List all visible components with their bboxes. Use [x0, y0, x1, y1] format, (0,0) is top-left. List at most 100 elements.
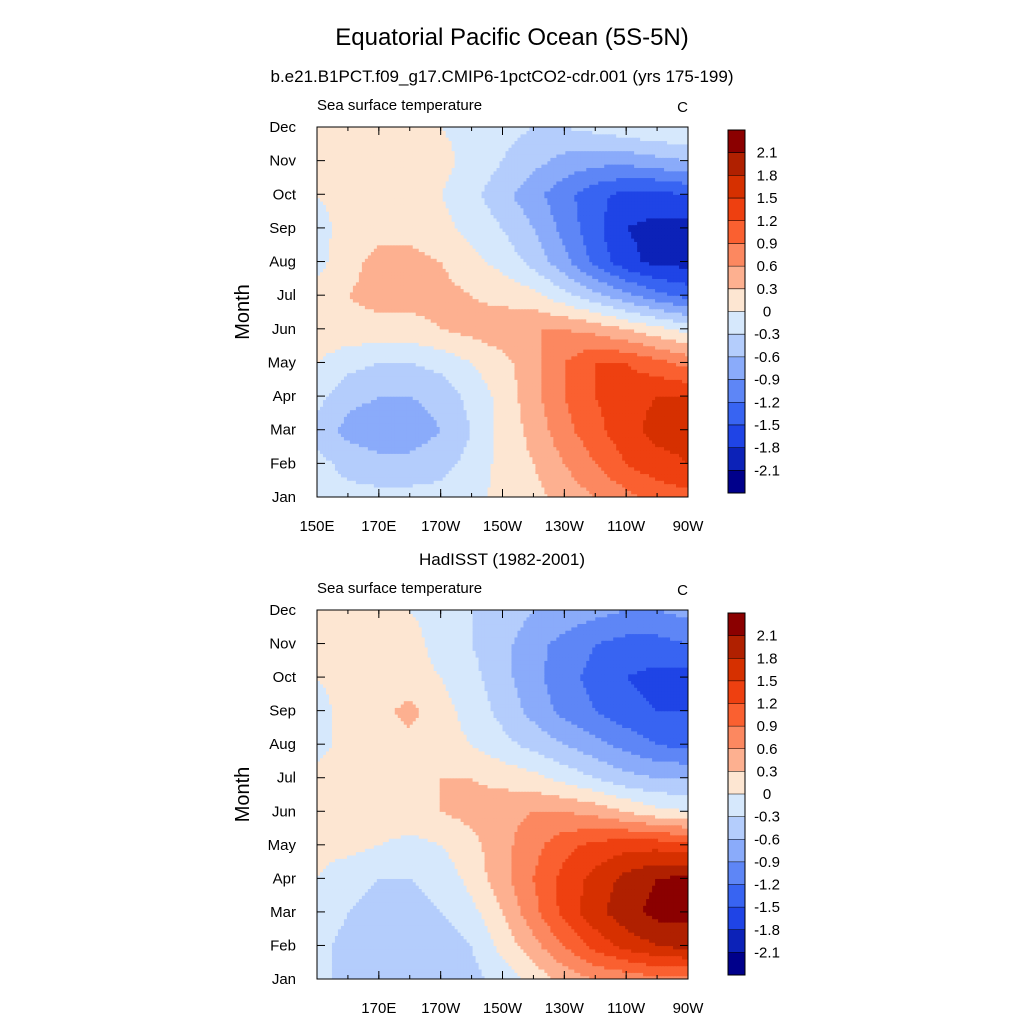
data-cell	[424, 409, 429, 414]
data-cell	[511, 463, 516, 468]
data-cell	[610, 375, 614, 380]
data-cell	[445, 480, 450, 485]
data-cell	[625, 369, 629, 374]
data-cell	[604, 466, 608, 471]
data-cell	[574, 436, 578, 441]
data-cell	[643, 416, 647, 421]
data-cell	[616, 392, 620, 397]
data-cell	[661, 463, 665, 468]
data-cell	[337, 396, 342, 401]
data-cell	[352, 375, 357, 380]
data-cell	[547, 433, 551, 438]
data-cell	[667, 375, 671, 380]
data-cell	[592, 409, 596, 414]
data-cell	[538, 466, 542, 471]
data-cell	[388, 443, 393, 448]
data-cell	[415, 412, 420, 417]
data-cell	[529, 416, 534, 421]
data-cell	[565, 456, 569, 461]
data-cell	[469, 369, 474, 374]
data-cell	[406, 402, 411, 407]
data-cell	[445, 406, 450, 411]
data-cell	[400, 439, 405, 444]
data-cell	[367, 476, 372, 481]
data-cell	[649, 392, 653, 397]
data-cell	[508, 396, 513, 401]
data-cell	[466, 379, 471, 384]
data-cell	[550, 372, 554, 377]
data-cell	[667, 416, 671, 421]
data-cell	[317, 362, 321, 367]
data-cell	[637, 473, 641, 478]
data-cell	[340, 486, 345, 491]
data-cell	[616, 470, 620, 475]
data-cell	[352, 386, 357, 390]
data-cell	[460, 449, 465, 454]
data-cell	[364, 409, 369, 414]
data-cell	[382, 399, 387, 404]
data-cell	[532, 490, 537, 495]
data-cell	[670, 412, 674, 417]
data-cell	[352, 359, 357, 364]
data-cell	[382, 490, 387, 495]
data-cell	[442, 426, 447, 431]
data-cell	[487, 412, 492, 417]
data-cell	[376, 379, 381, 384]
data-cell	[514, 473, 519, 478]
data-cell	[622, 486, 626, 491]
data-cell	[433, 476, 438, 481]
data-cell	[337, 419, 342, 424]
data-cell	[658, 396, 662, 401]
data-cell	[469, 486, 474, 491]
data-cell	[370, 409, 375, 414]
data-cell	[472, 412, 477, 417]
data-cell	[541, 375, 545, 380]
data-cell	[505, 493, 510, 497]
data-cell	[538, 443, 542, 448]
data-cell	[382, 480, 387, 485]
data-cell	[424, 493, 429, 497]
data-cell	[526, 412, 531, 417]
data-cell	[442, 449, 447, 454]
data-cell	[535, 375, 539, 380]
data-cell	[403, 449, 408, 454]
data-cell	[487, 486, 492, 491]
data-cell	[592, 406, 596, 411]
data-cell	[511, 436, 516, 441]
data-cell	[361, 382, 366, 387]
data-cell	[646, 439, 650, 444]
data-cell	[361, 439, 366, 444]
data-cell	[421, 409, 426, 414]
data-cell	[583, 365, 587, 370]
data-cell	[637, 439, 641, 444]
data-cell	[481, 423, 486, 427]
data-cell	[562, 412, 566, 417]
data-cell	[676, 460, 680, 464]
data-cell	[478, 369, 483, 374]
data-cell	[385, 399, 390, 404]
data-cell	[562, 389, 566, 394]
data-cell	[337, 379, 342, 384]
data-cell	[490, 372, 495, 377]
data-cell	[403, 439, 408, 444]
data-cell	[676, 433, 680, 438]
data-cell	[553, 386, 557, 390]
data-cell	[682, 433, 686, 438]
data-cell	[649, 490, 653, 495]
data-cell	[520, 369, 525, 374]
data-cell	[454, 443, 459, 448]
data-cell	[568, 470, 572, 475]
data-cell	[634, 490, 638, 495]
data-cell	[655, 433, 659, 438]
data-cell	[493, 453, 498, 458]
data-cell	[649, 406, 653, 411]
data-cell	[490, 483, 495, 488]
data-cell	[322, 439, 327, 444]
data-cell	[628, 389, 632, 394]
data-cell	[325, 470, 330, 475]
data-cell	[382, 409, 387, 414]
data-cell	[673, 396, 677, 401]
data-cell	[430, 409, 435, 414]
data-cell	[475, 369, 480, 374]
data-cell	[469, 375, 474, 380]
